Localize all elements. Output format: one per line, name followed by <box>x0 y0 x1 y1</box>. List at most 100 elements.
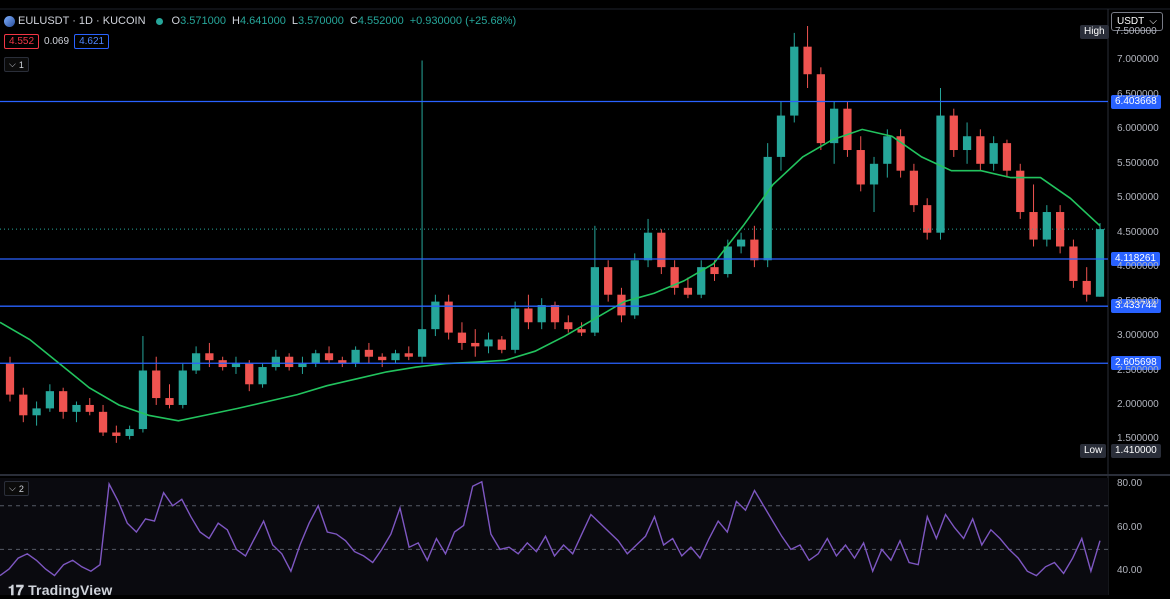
candle-body <box>125 429 134 436</box>
candle-body <box>909 170 919 206</box>
candle-body <box>869 163 879 185</box>
ask-price-badge[interactable]: 4.621 <box>74 34 110 49</box>
candle-body <box>856 150 865 185</box>
symbol-header: EULUSDT · 1D · KUCOIN O 3.571000 H 4.64100… <box>4 13 516 29</box>
ohlc-o-value: 3.571000 <box>180 15 226 27</box>
price-tick-label: 3.000000 <box>1117 330 1159 342</box>
candle-body <box>19 394 28 416</box>
candle-body <box>285 356 294 368</box>
candle-body <box>205 353 214 361</box>
candle-body <box>178 370 187 405</box>
kucoin-logo-icon <box>4 15 15 27</box>
candle-body <box>457 332 467 343</box>
candle-body <box>550 305 560 323</box>
candle-body <box>590 267 599 333</box>
candle-body <box>404 353 413 357</box>
price-tick-label: 7.000000 <box>1117 54 1159 66</box>
candle-body <box>231 363 241 368</box>
level-price-tag: 2.605698 <box>1111 356 1161 371</box>
candle-body <box>112 432 121 436</box>
price-tick-label: 6.500000 <box>1117 88 1159 100</box>
price-tick-label: 4.000000 <box>1117 261 1159 273</box>
tradingview-watermark: 𝟏𝟕 TradingView <box>8 582 112 599</box>
candle-body <box>138 370 148 430</box>
ohlc-l-value: 3.570000 <box>297 15 344 27</box>
candle-body <box>417 329 427 357</box>
candle-body <box>736 239 746 247</box>
candle-body <box>351 349 360 364</box>
candle-body <box>564 322 573 330</box>
level-price-tag: 3.433744 <box>1111 299 1161 314</box>
candle-body <box>1016 170 1025 213</box>
candle-body <box>883 136 892 164</box>
chevron-down-icon: ⌵ <box>9 483 16 493</box>
candle-body <box>271 356 280 368</box>
bid-ask-row: 4.552 0.069 4.621 <box>4 34 110 49</box>
candle-body <box>391 353 400 361</box>
level-price-tag: 4.118261 <box>1111 252 1160 266</box>
price-tick-label: 4.500000 <box>1117 226 1159 238</box>
tradingview-logo-icon: 𝟏𝟕 <box>8 582 29 598</box>
candle-body <box>697 267 706 295</box>
candle-body <box>962 136 972 151</box>
candle-body <box>45 391 54 409</box>
candle-body <box>1029 212 1038 240</box>
candle-body <box>484 339 493 347</box>
candle-body <box>630 260 639 316</box>
candle-body <box>324 353 334 361</box>
candle-body <box>710 267 719 275</box>
candle-body <box>1042 212 1051 240</box>
candle-body <box>949 115 958 151</box>
currency-select-value: USDT <box>1117 16 1145 27</box>
rsi-pane-toggle[interactable]: ⌵ 2 <box>4 481 29 496</box>
price-tick-label: 5.000000 <box>1117 192 1159 204</box>
candle-body <box>364 349 374 357</box>
ohlc-change: +0.930000 (+25.68%) <box>409 15 517 27</box>
candle-body <box>59 391 68 412</box>
candle-body <box>1002 143 1012 171</box>
low-label: Low <box>1080 444 1107 458</box>
ohlc-l-key: L <box>291 15 298 27</box>
rsi-line <box>0 480 1101 577</box>
ohlc-o-key: O <box>171 15 181 27</box>
candle-body <box>258 367 267 385</box>
candle-body <box>444 301 453 333</box>
candle-body <box>790 46 799 116</box>
candle-body <box>776 115 786 157</box>
market-open-icon <box>155 17 163 25</box>
ohlc-h-key: H <box>232 15 240 27</box>
candle-body <box>298 363 307 368</box>
candle-body <box>617 294 626 316</box>
currency-select[interactable]: USDT ⌵ <box>1111 12 1163 31</box>
candle-body <box>245 363 254 385</box>
high-value: 7.500000 <box>1115 26 1157 37</box>
level-price-tag: 6.403668 <box>1111 94 1161 109</box>
bid-price-badge[interactable]: 4.552 <box>4 34 40 49</box>
candle-body <box>1095 229 1105 297</box>
candle-body <box>191 353 201 371</box>
candle-body <box>72 404 81 412</box>
candle-body <box>936 115 945 233</box>
candle-body <box>816 74 825 144</box>
candle-body <box>763 156 772 261</box>
candle-body <box>471 342 480 347</box>
symbol-title[interactable]: EULUSDT · 1D · KUCOIN <box>18 15 146 27</box>
price-tick-label: 2.500000 <box>1117 364 1159 376</box>
candle-body <box>511 308 520 350</box>
candle-body <box>311 353 320 364</box>
price-tick-label: 6.000000 <box>1117 123 1159 135</box>
ohlc-h-value: 4.641000 <box>239 15 286 27</box>
main-pane-toggle[interactable]: ⌵ 1 <box>4 57 29 72</box>
rsi-tick-label: 80.00 <box>1117 478 1143 489</box>
candle-body <box>152 370 161 399</box>
candle-body <box>657 232 666 268</box>
candle-body <box>524 308 533 323</box>
candle-body <box>32 408 41 416</box>
price-tick-label: 2.000000 <box>1117 398 1159 410</box>
main-pane-label: 1 <box>18 59 24 70</box>
candle-body <box>497 339 506 350</box>
chevron-down-icon: ⌵ <box>9 59 16 69</box>
spread-value: 0.069 <box>44 36 70 47</box>
